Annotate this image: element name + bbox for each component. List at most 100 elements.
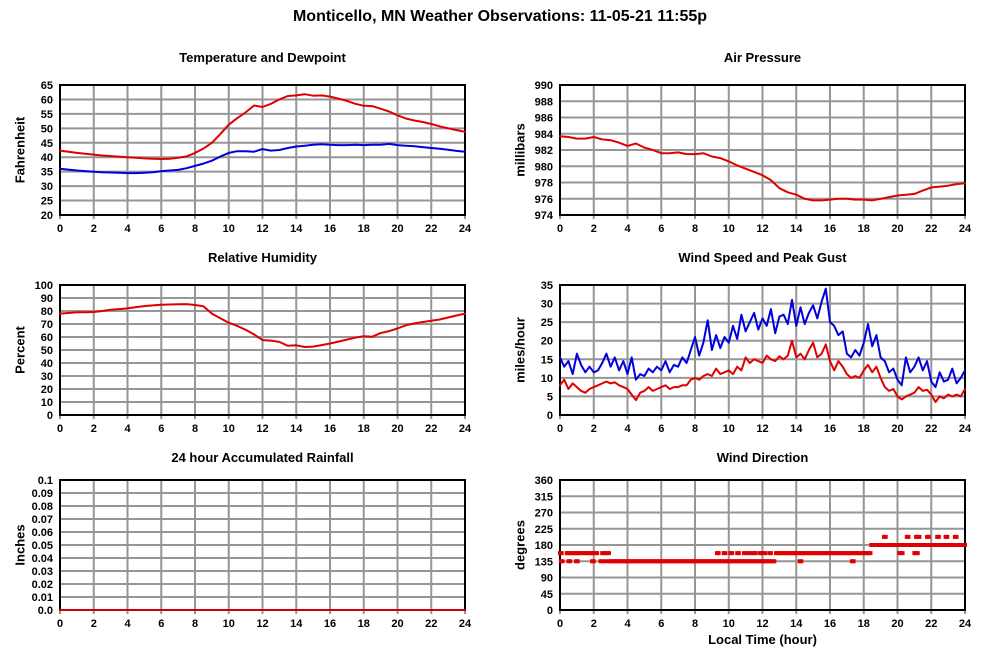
wind-direction-point (945, 534, 950, 539)
x-tick-label: 16 (324, 223, 336, 235)
x-tick-label: 16 (324, 618, 336, 630)
wind-direction-point (716, 551, 721, 556)
y-tick-label: 0.0 (38, 605, 53, 617)
wind-direction-point (723, 551, 728, 556)
x-tick-label: 14 (290, 223, 303, 235)
x-tick-label: 16 (824, 223, 836, 235)
x-tick-label: 22 (425, 223, 437, 235)
y-tick-label: 0.03 (32, 566, 53, 578)
x-tick-label: 18 (358, 423, 370, 435)
x-tick-label: 0 (57, 618, 63, 630)
y-tick-label: 982 (535, 145, 553, 157)
y-tick-label: 20 (41, 384, 53, 396)
x-tick-label: 16 (324, 423, 336, 435)
wind-direction-point (963, 543, 967, 547)
plot-frame (559, 284, 966, 416)
wind-direction-point (595, 551, 600, 556)
page-title: Monticello, MN Weather Observations: 11-… (292, 8, 708, 25)
x-tick-label: 4 (124, 423, 131, 435)
wind-direction-point (591, 559, 596, 564)
wind-direction-point (799, 559, 804, 564)
x-tick-label: 22 (425, 423, 437, 435)
x-tick-label: 4 (624, 223, 631, 235)
wind-direction-point (906, 534, 911, 539)
x-tick-label: 14 (790, 618, 803, 630)
x-tick-label: 0 (557, 423, 563, 435)
y-tick-label: 35 (41, 167, 53, 179)
wind-direction-chart: 0 2 4 6 8 10 12 14 16 18 20 22 240459013518022527031… (535, 475, 972, 630)
x-tick-label: 2 (91, 423, 97, 435)
y-tick-label: 976 (535, 194, 553, 206)
x-tick-label: 20 (391, 423, 403, 435)
chart-title: 24 hour Accumulated Rainfall (171, 450, 354, 465)
x-tick-label: 4 (624, 618, 631, 630)
y-tick-label: 974 (535, 210, 554, 222)
y-tick-label: 360 (535, 475, 553, 487)
plot-frame (559, 84, 966, 216)
x-tick-label: 22 (925, 423, 937, 435)
wind-direction-point (600, 559, 605, 564)
x-tick-label: 18 (858, 618, 870, 630)
x-tick-label: 8 (692, 223, 698, 235)
x-tick-label: 0 (557, 223, 563, 235)
wind-direction-point (568, 559, 573, 564)
y-tick-label: 10 (541, 373, 553, 385)
wind-direction-point (730, 551, 735, 556)
x-tick-label: 6 (158, 223, 164, 235)
plot-frame (59, 284, 466, 416)
wind-direction-point (883, 534, 888, 539)
y-tick-label: 45 (41, 138, 53, 150)
x-tick-label: 18 (858, 423, 870, 435)
y-tick-label: 0 (47, 410, 53, 422)
y-tick-label: 180 (535, 540, 553, 552)
y-tick-label: 30 (41, 181, 53, 193)
y-tick-label: 0.06 (32, 527, 53, 539)
humidity-line (59, 303, 466, 348)
y-tick-label: 135 (535, 556, 553, 568)
x-tick-label: 24 (959, 618, 972, 630)
x-tick-label: 8 (692, 618, 698, 630)
panel-relative-humidity: Relative Humidity Percent 0 2 4 6 8 10 12 14 16 1… (0, 240, 500, 440)
x-tick-label: 10 (223, 618, 235, 630)
y-tick-label: 0.04 (32, 553, 54, 565)
y-tick-label: 986 (535, 113, 553, 125)
panel-air-pressure: Air Pressure millibars 0 2 4 6 8 10 12 14 16 18 20… (500, 40, 1000, 240)
wind-direction-point (559, 551, 564, 556)
x-tick-label: 18 (358, 223, 370, 235)
wind-direction-point (926, 534, 931, 539)
x-tick-label: 2 (591, 618, 597, 630)
wind-direction-point (768, 551, 773, 556)
relative-humidity-chart: 0 2 4 6 8 10 12 14 16 18 20 22 240102030405060708090… (35, 280, 472, 435)
wind-direction-point (917, 534, 922, 539)
y-tick-label: 50 (41, 345, 53, 357)
x-tick-label: 12 (256, 423, 268, 435)
chart-title: Relative Humidity (207, 250, 318, 265)
wind-direction-point (868, 551, 873, 556)
y-tick-label: 984 (535, 129, 554, 141)
x-tick-label: 24 (459, 618, 472, 630)
x-tick-label: 22 (925, 618, 937, 630)
y-tick-label: 90 (41, 293, 53, 305)
x-tick-label: 4 (124, 223, 131, 235)
wind-speed-line (559, 339, 966, 403)
wind-direction-point (900, 551, 905, 556)
x-tick-label: 20 (391, 223, 403, 235)
pressure-line (559, 135, 966, 202)
y-tick-label: 25 (541, 317, 553, 329)
x-tick-label: 18 (858, 223, 870, 235)
x-tick-label: 8 (692, 423, 698, 435)
x-tick-label: 12 (256, 223, 268, 235)
peak-gust-line (559, 287, 966, 389)
x-tick-label: 2 (591, 223, 597, 235)
chart-title: Wind Speed and Peak Gust (678, 250, 847, 265)
x-tick-label: 24 (959, 223, 972, 235)
x-tick-label: 20 (891, 223, 903, 235)
x-tick-label: 2 (91, 223, 97, 235)
x-tick-label: 4 (124, 618, 131, 630)
x-tick-label: 0 (57, 423, 63, 435)
x-tick-label: 6 (658, 423, 664, 435)
wind-direction-point (736, 551, 741, 556)
x-tick-label: 6 (158, 423, 164, 435)
